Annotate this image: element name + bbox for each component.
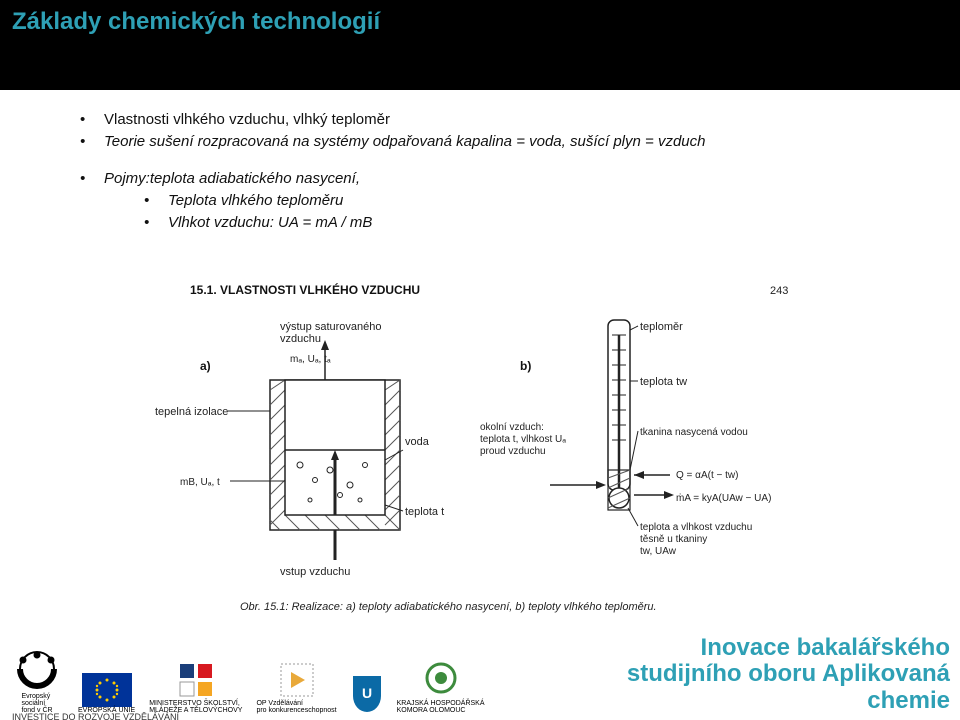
- bullet-5: Vlhkot vzduchu: UA = mA / mB: [80, 213, 900, 233]
- figure-caption: Obr. 15.1: Realizace: a) teploty adiabat…: [240, 601, 657, 613]
- figure-page-number: 243: [770, 285, 788, 297]
- bullet-1: Vlastnosti vlhkého vzduchu, vlhký teplom…: [80, 110, 900, 130]
- fig-a-label: a): [200, 359, 211, 373]
- footer-line-2: studijního oboru Aplikovaná: [627, 661, 950, 687]
- textbook-figure: 15.1. VLASTNOSTI VLHKÉHO VZDUCHU 243 a) …: [150, 280, 810, 620]
- fig-b-label: b): [520, 359, 531, 373]
- fig-a-teplota-t: teplota t: [405, 506, 444, 518]
- svg-text:U: U: [362, 685, 372, 701]
- eu-flag-logo: EVROPSKÁ UNIE: [78, 673, 135, 714]
- bullet-2: Teorie sušení rozpracovaná na systémy od…: [80, 132, 900, 152]
- opvk-logo: OP Vzdělávánípro konkurenceschopnost: [256, 660, 336, 714]
- fig-b-teplota-tw: teplota tw: [640, 376, 687, 388]
- fig-a-voda: voda: [405, 436, 430, 448]
- figure-section-title: 15.1. VLASTNOSTI VLHKÉHO VZDUCHU: [190, 282, 420, 297]
- khk-logo: KRAJSKÁ HOSPODÁŘSKÁKOMORA OLOMOUC: [397, 660, 485, 714]
- fig-b-tkanina: tkanina nasycená vodou: [640, 427, 748, 438]
- footer-line-1: Inovace bakalářského: [627, 635, 950, 661]
- fig-a-mB: mB, Uₐ, t: [180, 477, 220, 488]
- fig-a-outlet-label: výstup saturovanéhovzduchu: [280, 321, 382, 345]
- msmt-logo: MINISTERSTVO ŠKOLSTVÍ,MLÁDEŽE A TĚLOVÝCH…: [149, 660, 242, 714]
- fig-b-Q: Q = αA(t − tw): [676, 470, 738, 481]
- footer-logos: Evropskýsociálnífond v ČR EVROPSKÁ UNIE …: [10, 647, 485, 714]
- footer-tagline: INVESTICE DO ROZVOJE VZDĚLÁVÁNÍ: [12, 712, 179, 720]
- fig-b-tesne: teplota a vlhkost vzduchutěsně u tkaniny…: [640, 522, 752, 557]
- footer-line-3: chemie: [627, 688, 950, 714]
- fig-b-okolni: okolní vzduch:teplota t, vlhkost Uₐproud…: [480, 422, 566, 457]
- fig-a-izolace: tepelná izolace: [155, 406, 228, 418]
- footer-title: Inovace bakalářského studijního oboru Ap…: [627, 635, 950, 714]
- content-list: Vlastnosti vlhkého vzduchu, vlhký teplom…: [80, 110, 900, 235]
- up-logo: U: [351, 674, 383, 714]
- page-title: Základy chemických technologií: [12, 8, 380, 36]
- esf-logo: Evropskýsociálnífond v ČR: [10, 647, 64, 714]
- fig-b-teplomer: teploměr: [640, 321, 683, 333]
- bullet-3: Pojmy:teplota adiabatického nasycení,: [80, 169, 900, 189]
- bullet-4: Teplota vlhkého teploměru: [80, 191, 900, 211]
- fig-a-vstup: vstup vzduchu: [280, 566, 350, 578]
- fig-b-mA: ṁA = kyA(UAw − UA): [676, 493, 771, 504]
